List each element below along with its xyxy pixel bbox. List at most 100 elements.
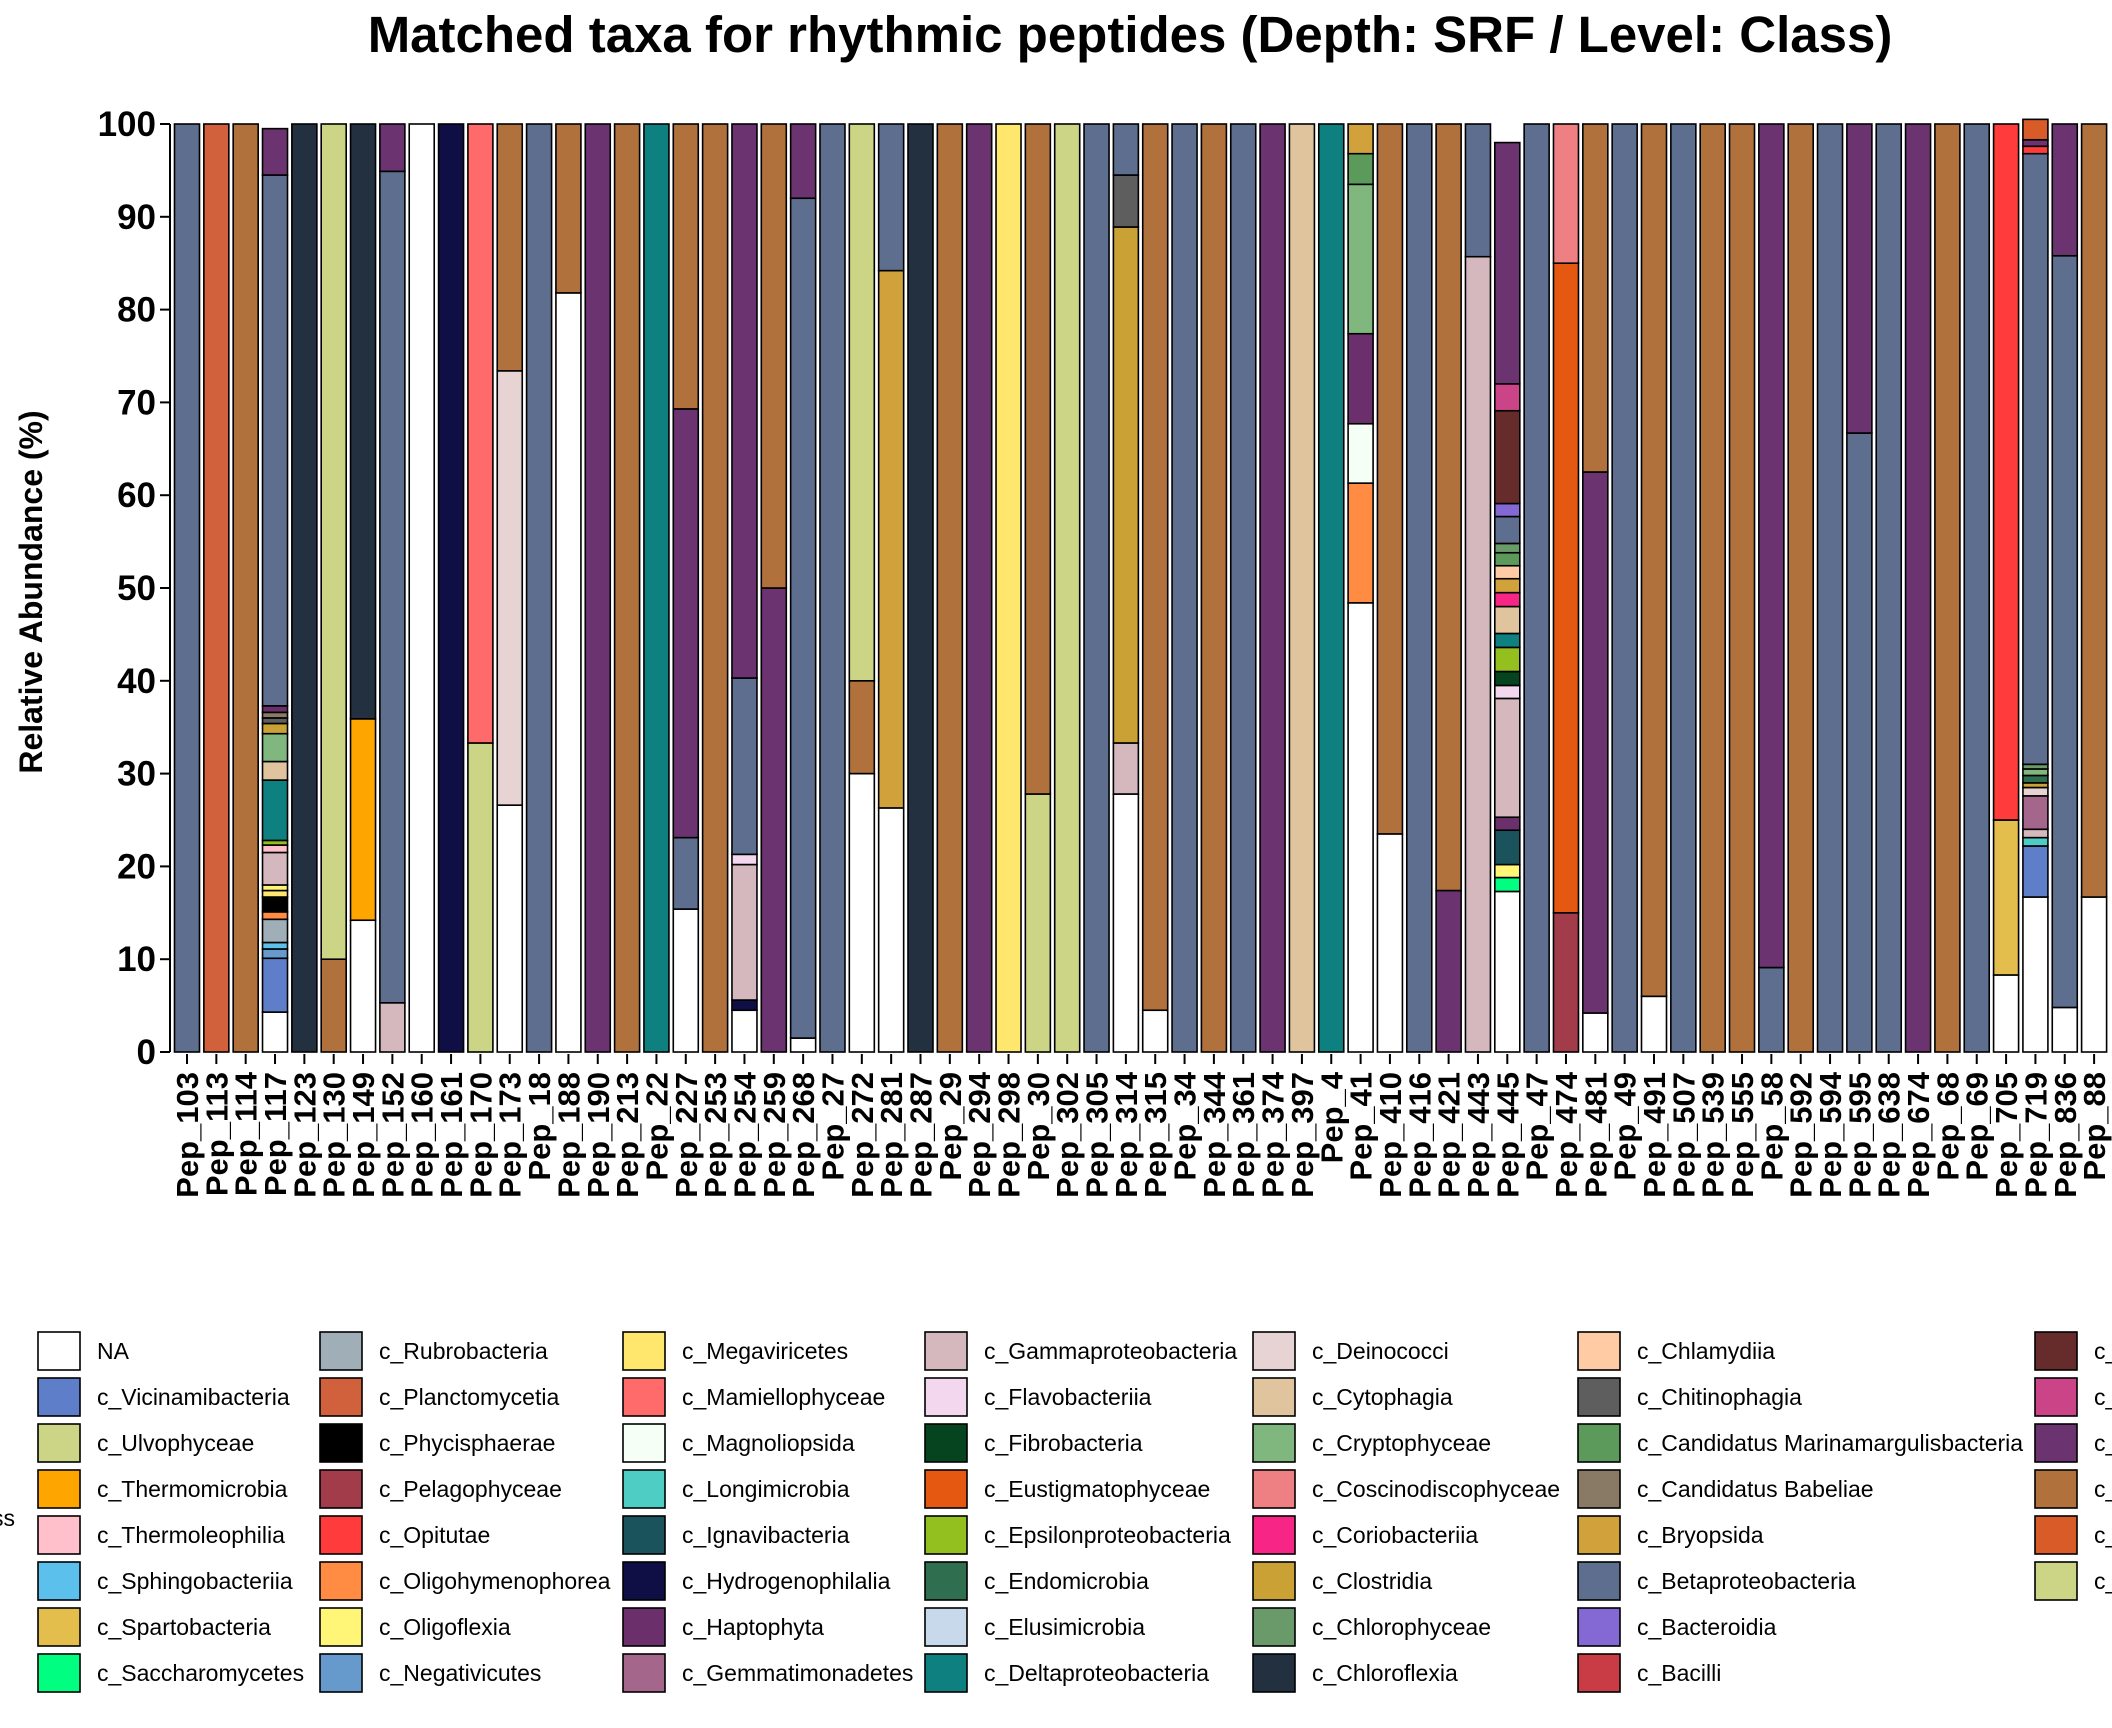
bar-segment: [2051, 123, 2079, 257]
bar-segment: [1934, 123, 1961, 1053]
legend-swatch: [1577, 1653, 1621, 1693]
legend-label: c_Thermoleophilia: [97, 1522, 285, 1548]
legend-label: NA: [97, 1338, 130, 1364]
y-tick-label: 0: [137, 1033, 156, 1072]
legend-swatch: [622, 1561, 666, 1601]
y-tick-label: 80: [117, 291, 156, 330]
legend-swatch: [924, 1331, 968, 1371]
x-tick-label: Pep_555: [1725, 1072, 1760, 1198]
legend: ss NA c_Vicinamibacteria c_Ulvophyceae c_Th…: [0, 1331, 2112, 1693]
x-tick-label: Pep_41: [1344, 1072, 1379, 1181]
bar-segment: [1758, 123, 1785, 969]
x-tick-label: Pep_315: [1138, 1072, 1173, 1198]
legend-label: c_Vicinamibacteria: [97, 1384, 290, 1410]
legend-label: c_Sphingobacteriia: [97, 1568, 293, 1594]
legend-label: c_Chlorophyceae: [1312, 1614, 1491, 1640]
x-tick-label: Pep_344: [1197, 1071, 1232, 1198]
bar-segment: [349, 718, 377, 922]
x-tick-label: Pep_445: [1490, 1072, 1525, 1198]
bar-segment: [1494, 632, 1521, 649]
y-tick-label: 40: [117, 662, 156, 701]
bar-segment: [1992, 123, 2020, 821]
x-tick-label: Pep_638: [1872, 1072, 1907, 1198]
legend-label: c_Cryptophyceae: [1312, 1430, 1491, 1456]
bar-segment: [467, 123, 494, 744]
bar-segment: [261, 911, 289, 921]
legend-swatch: [2034, 1469, 2078, 1509]
x-tick-label: Pep_674: [1901, 1071, 1936, 1198]
bar-segment: [2022, 774, 2049, 784]
x-tick-label: Pep_298: [992, 1072, 1027, 1198]
x-tick-label: Pep_474: [1549, 1071, 1584, 1198]
bar-segment: [1024, 793, 1052, 1053]
bar-segment: [437, 123, 465, 1053]
bar-segment: [672, 408, 700, 839]
legend-label: c_Oligoflexia: [379, 1614, 511, 1640]
x-tick-label: Pep_705: [1989, 1072, 2024, 1198]
bar-segment: [555, 123, 582, 294]
bar-segment: [819, 123, 846, 1053]
legend-swatch: [1577, 1561, 1621, 1601]
legend-label: c_Coriobacteriia: [1312, 1522, 1478, 1548]
bar-segment: [1787, 123, 1814, 1053]
bar-segment: [1317, 123, 1345, 1053]
legend-label: c_Ignavibacteria: [682, 1522, 850, 1548]
bar-segment: [760, 587, 788, 1053]
legend-label: c_Coscinodiscophyceae: [1312, 1476, 1560, 1502]
bar-segment: [2080, 896, 2108, 1053]
bar-segment: [1494, 502, 1521, 518]
bar-segment: [261, 896, 289, 913]
legend-swatch: [1252, 1377, 1296, 1417]
bar-segment: [2022, 768, 2049, 777]
bar-segment: [1816, 123, 1844, 1053]
bar-segment: [1494, 829, 1521, 866]
bar-segment: [496, 804, 524, 1053]
x-tick-label: Pep_213: [610, 1072, 645, 1198]
y-tick-label: 60: [117, 476, 156, 515]
bar-segment: [232, 123, 259, 1053]
bar-segment: [1494, 409, 1521, 505]
x-tick-label: Pep_22: [639, 1072, 674, 1181]
bar-segment: [1552, 262, 1580, 914]
bar-segment: [261, 760, 289, 781]
x-tick-label: Pep_254: [727, 1071, 762, 1198]
legend-label: c_Epsilonproteobacteria: [984, 1522, 1231, 1548]
bar-segment: [1083, 123, 1110, 1053]
bar-segment: [1992, 819, 2020, 976]
bar-segment: [1494, 551, 1521, 567]
bar-segment: [1464, 123, 1492, 258]
legend-label: c_Deinococci: [1312, 1338, 1449, 1364]
bar-segment: [1494, 670, 1521, 687]
x-tick-label: Pep_173: [493, 1072, 528, 1198]
x-tick-label: Pep_294: [962, 1071, 997, 1198]
legend-label: c_Cytophagia: [1312, 1384, 1453, 1410]
legend-swatch: [319, 1561, 363, 1601]
y-axis: 0 10 20 30 40 50 60 70 80 90 100: [98, 105, 171, 1072]
bar-segment: [2022, 138, 2049, 148]
x-tick-label: Pep_374: [1256, 1071, 1291, 1198]
bar-segment: [1347, 332, 1374, 425]
legend-swatch: [1252, 1561, 1296, 1601]
x-tick-label: Pep_152: [375, 1072, 410, 1198]
bar-segment: [1758, 966, 1785, 1053]
bar-segment: [1171, 123, 1198, 1053]
legend-label: c_Endomicrobia: [984, 1568, 1149, 1594]
x-tick-label: Pep_113: [199, 1072, 234, 1196]
bar-segment: [1112, 226, 1140, 744]
bar-segment: [1582, 123, 1609, 473]
legend-label: c_Mamiellophyceae: [682, 1384, 885, 1410]
bar-segment: [1376, 833, 1404, 1053]
bar-segment: [1640, 123, 1668, 998]
legend-swatch: [924, 1561, 968, 1601]
bar-segment: [261, 884, 289, 892]
bar-segment: [1288, 123, 1316, 1053]
y-tick-label: 20: [117, 847, 156, 886]
bar-segment: [1728, 123, 1756, 1053]
bar-segment: [261, 174, 289, 707]
bar-segment: [1347, 183, 1374, 335]
x-tick-label: Pep_268: [786, 1072, 821, 1198]
legend-swatch: [924, 1423, 968, 1463]
legend-swatch: [319, 1653, 363, 1693]
legend-label: c_Opitutae: [379, 1522, 490, 1548]
legend-label: c_: [2094, 1430, 2112, 1456]
